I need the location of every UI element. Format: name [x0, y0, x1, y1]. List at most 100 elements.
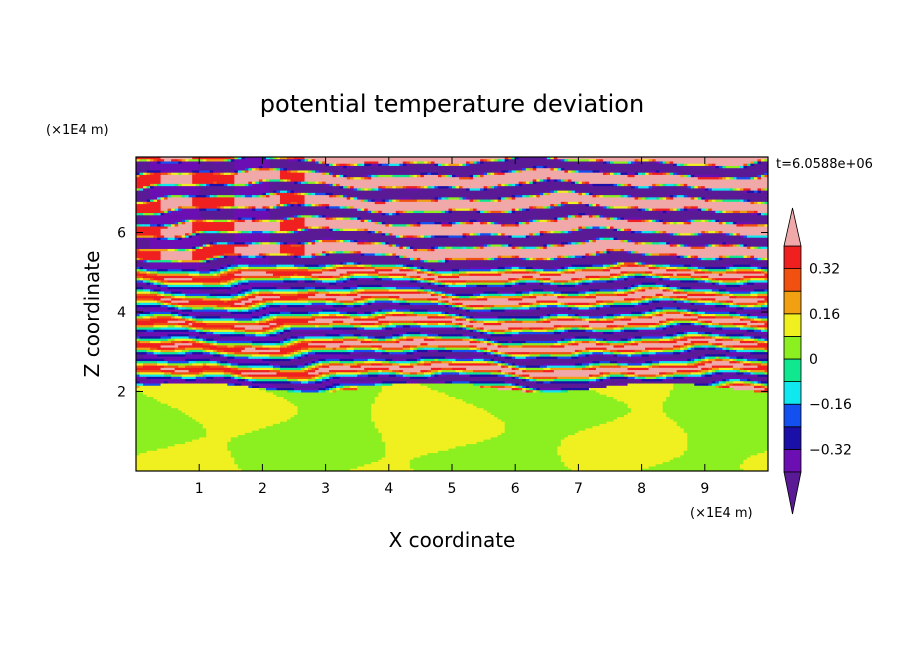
- field-cell: [617, 172, 622, 176]
- field-cell: [434, 174, 439, 178]
- field-cell: [613, 181, 618, 185]
- field-cell: [167, 172, 172, 176]
- field-cell: [322, 165, 327, 169]
- field-cell: [557, 168, 562, 172]
- field-cell: [357, 159, 362, 163]
- field-cell: [515, 186, 520, 189]
- field-cell: [501, 157, 506, 160]
- field-cell: [711, 161, 716, 165]
- field-cell: [195, 174, 200, 178]
- field-cell: [234, 159, 239, 163]
- field-cell: [364, 181, 369, 185]
- field-cell: [325, 183, 330, 187]
- field-cell: [743, 161, 748, 165]
- field-cell: [213, 177, 218, 181]
- field-cell: [515, 159, 520, 163]
- field-cell: [315, 161, 320, 165]
- field-cell: [311, 157, 316, 160]
- field-cell: [648, 181, 653, 185]
- field-cell: [494, 165, 499, 169]
- field-cell: [750, 170, 755, 174]
- field-cell: [487, 170, 492, 174]
- field-cell: [578, 163, 583, 167]
- field-cell: [697, 161, 702, 165]
- field-cell: [701, 161, 706, 165]
- field-cell: [648, 186, 653, 189]
- field-cell: [304, 168, 309, 172]
- field-cell: [199, 157, 204, 160]
- field-cell: [455, 170, 460, 174]
- field-cell: [185, 168, 190, 172]
- field-cell: [557, 183, 562, 187]
- field-cell: [648, 157, 653, 160]
- field-cell: [469, 159, 474, 163]
- field-cell: [708, 165, 713, 169]
- field-cell: [230, 163, 235, 167]
- field-cell: [494, 172, 499, 176]
- field-cell: [357, 172, 362, 176]
- field-cell: [476, 181, 481, 185]
- field-cell: [659, 170, 664, 174]
- field-cell: [743, 183, 748, 187]
- field-cell: [578, 170, 583, 174]
- field-cell: [378, 170, 383, 174]
- field-cell: [764, 168, 768, 172]
- field-cell: [690, 177, 695, 181]
- field-cell: [325, 157, 330, 160]
- field-cell: [185, 163, 190, 167]
- field-cell: [367, 161, 372, 165]
- field-cell: [466, 157, 471, 160]
- field-cell: [711, 159, 716, 163]
- field-cell: [739, 170, 745, 174]
- field-cell: [301, 177, 306, 181]
- field-cell: [385, 168, 390, 172]
- field-cell: [416, 174, 421, 178]
- field-cell: [690, 181, 695, 185]
- field-cell: [690, 183, 695, 187]
- field-cell: [585, 159, 590, 163]
- field-cell: [202, 159, 207, 163]
- field-cell: [711, 181, 716, 185]
- field-cell: [557, 186, 562, 189]
- field-cell: [483, 179, 488, 183]
- field-cell: [760, 181, 766, 185]
- field-cell: [174, 159, 179, 163]
- field-cell: [557, 165, 562, 169]
- field-cell: [353, 168, 358, 172]
- field-cell: [578, 172, 583, 176]
- field-cell: [543, 183, 548, 187]
- field-cell: [560, 177, 565, 181]
- field-cell: [739, 183, 745, 187]
- field-cell: [350, 157, 355, 160]
- field-cell: [610, 165, 615, 169]
- field-cell: [220, 172, 225, 176]
- field-cell: [304, 165, 309, 169]
- field-cell: [420, 161, 425, 165]
- field-cell: [617, 181, 622, 185]
- field-cell: [385, 170, 390, 174]
- field-cell: [332, 163, 337, 167]
- field-cell: [473, 170, 478, 174]
- field-cell: [704, 183, 709, 187]
- field-cell: [529, 183, 534, 187]
- field-cell: [469, 181, 474, 185]
- field-cell: [553, 168, 558, 172]
- field-cell: [715, 157, 720, 160]
- field-cell: [192, 168, 197, 172]
- field-cell: [652, 177, 657, 181]
- field-cell: [178, 179, 183, 183]
- field-cell: [374, 177, 379, 181]
- field-cell: [466, 172, 471, 176]
- field-cell: [399, 174, 404, 178]
- field-cell: [567, 165, 572, 169]
- field-cell: [174, 177, 179, 181]
- field-cell: [199, 174, 204, 178]
- field-cell: [624, 163, 629, 167]
- field-cell: [655, 157, 660, 160]
- field-cell: [518, 163, 523, 167]
- field-cell: [645, 172, 650, 176]
- field-cell: [673, 174, 678, 178]
- field-cell: [613, 183, 618, 187]
- field-cell: [423, 165, 429, 169]
- field-cell: [174, 170, 179, 174]
